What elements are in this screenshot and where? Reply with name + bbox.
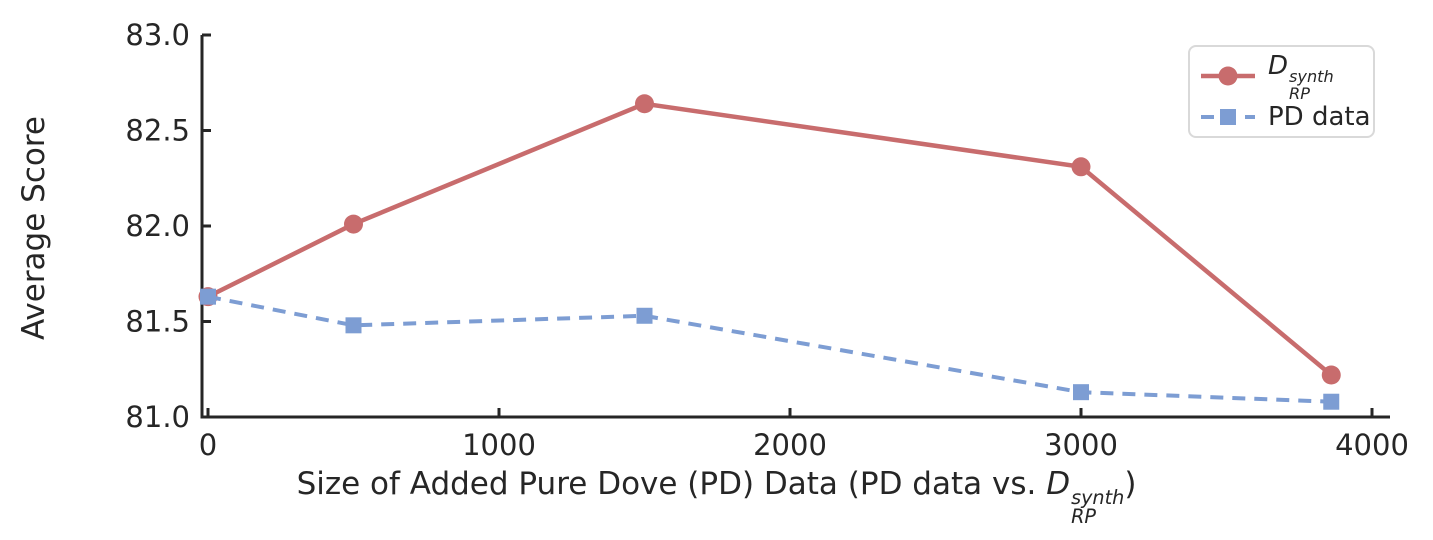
series-1-marker bbox=[200, 288, 216, 305]
series-1-marker bbox=[636, 307, 653, 324]
math-supsub: synth RP bbox=[1071, 488, 1124, 527]
x-tick-label: 2000 bbox=[753, 428, 827, 462]
series-1-marker bbox=[1323, 393, 1340, 410]
legend-item-pd-data: PD data bbox=[1200, 102, 1371, 132]
math-superscript: synth bbox=[1289, 67, 1334, 87]
legend-label-pd-data: PD data bbox=[1268, 101, 1371, 132]
x-tick-label: 0 bbox=[199, 428, 217, 462]
math-subscript: RP bbox=[1289, 83, 1310, 103]
series-1-marker bbox=[345, 317, 362, 334]
math-d-symbol: D bbox=[1046, 466, 1071, 502]
math-superscript: synth bbox=[1071, 485, 1125, 509]
y-axis-label: Average Score bbox=[16, 116, 52, 340]
y-tick-label: 82.0 bbox=[125, 209, 190, 243]
series-0-marker bbox=[344, 214, 363, 234]
series-0-line bbox=[206, 101, 1333, 377]
x-axis-label-suffix: ) bbox=[1124, 466, 1137, 502]
math-d-symbol: D bbox=[1268, 51, 1289, 82]
series-0-marker bbox=[635, 94, 654, 114]
series-1-marker bbox=[1073, 384, 1089, 401]
x-axis-label-text: Size of Added Pure Dove (PD) Data (PD da… bbox=[296, 466, 1047, 502]
y-tick-label: 81.5 bbox=[125, 305, 190, 339]
x-tick-label: 1000 bbox=[462, 428, 536, 462]
series-0-marker bbox=[1071, 157, 1091, 177]
series-1-line bbox=[207, 294, 1332, 404]
x-tick-label: 3000 bbox=[1044, 428, 1118, 462]
math-subscript: RP bbox=[1071, 505, 1096, 529]
y-tick-label: 81.0 bbox=[125, 400, 190, 434]
math-supsub: synth RP bbox=[1289, 67, 1334, 103]
series-0-marker bbox=[1321, 365, 1341, 385]
legend-line-circle-sample bbox=[1201, 66, 1255, 86]
x-axis-label: Size of Added Pure Dove (PD) Data (PD da… bbox=[0, 466, 1433, 527]
y-tick-label: 83.0 bbox=[125, 18, 190, 52]
y-tick-label: 82.5 bbox=[125, 114, 190, 148]
legend-dash-square-sample bbox=[1201, 108, 1255, 125]
x-tick-label: 4000 bbox=[1335, 428, 1409, 462]
